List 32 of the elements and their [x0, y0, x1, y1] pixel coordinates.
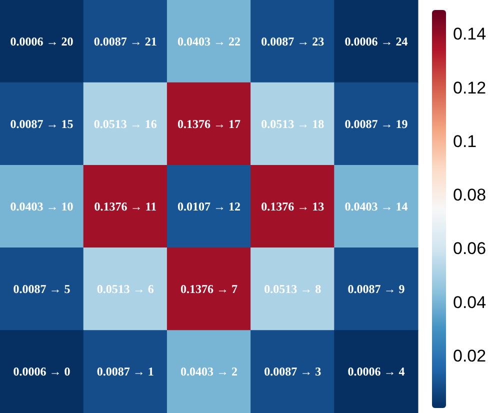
data-label: 0.0107 → 12 — [178, 200, 240, 214]
data-label: 0.0403 → 10 — [10, 200, 74, 214]
color-bar-label: 0.02 — [453, 346, 486, 366]
color-bar-label: 0.06 — [453, 239, 486, 258]
data-label: 0.0403 → 22 — [178, 34, 240, 48]
data-label: 0.0513 → 18 — [261, 116, 324, 131]
color-bar-label: 0.04 — [453, 292, 486, 312]
data-label: 0.0087 → 9 — [348, 282, 405, 296]
data-label: 0.1376 → 13 — [261, 200, 324, 214]
data-label: 0.0403 → 14 — [344, 200, 408, 214]
data-label: 0.0087 → 19 — [344, 116, 408, 131]
data-label: 0.0006 → 4 — [348, 364, 405, 379]
data-label: 0.0403 → 2 — [180, 364, 238, 379]
data-label: 0.0006 → 20 — [10, 34, 74, 48]
data-label: 0.0087 → 5 — [13, 282, 70, 296]
data-label: 0.0006 → 24 — [344, 34, 408, 48]
data-label: 0.1376 → 11 — [94, 200, 157, 214]
data-label: 0.0006 → 0 — [13, 364, 70, 379]
color-bar-label: 0.14 — [453, 24, 486, 44]
data-label: 0.1376 → 17 — [178, 116, 240, 131]
color-bar-label: 0.1 — [453, 132, 477, 151]
data-label: 0.0513 → 8 — [264, 282, 322, 296]
data-label: 0.0087 → 21 — [94, 34, 157, 48]
data-label: 0.0087 → 1 — [96, 364, 154, 379]
data-label: 0.0087 → 3 — [264, 364, 322, 379]
data-label: 0.0513 → 16 — [94, 116, 157, 131]
data-label: 0.0087 → 15 — [10, 116, 74, 131]
data-label: 0.0513 → 6 — [96, 282, 154, 296]
data-label: 0.0087 → 23 — [261, 34, 324, 48]
color-bar-label: 0.08 — [453, 186, 486, 205]
color-bar-label: 0.12 — [453, 78, 486, 98]
data-label: 0.1376 → 7 — [180, 282, 238, 296]
